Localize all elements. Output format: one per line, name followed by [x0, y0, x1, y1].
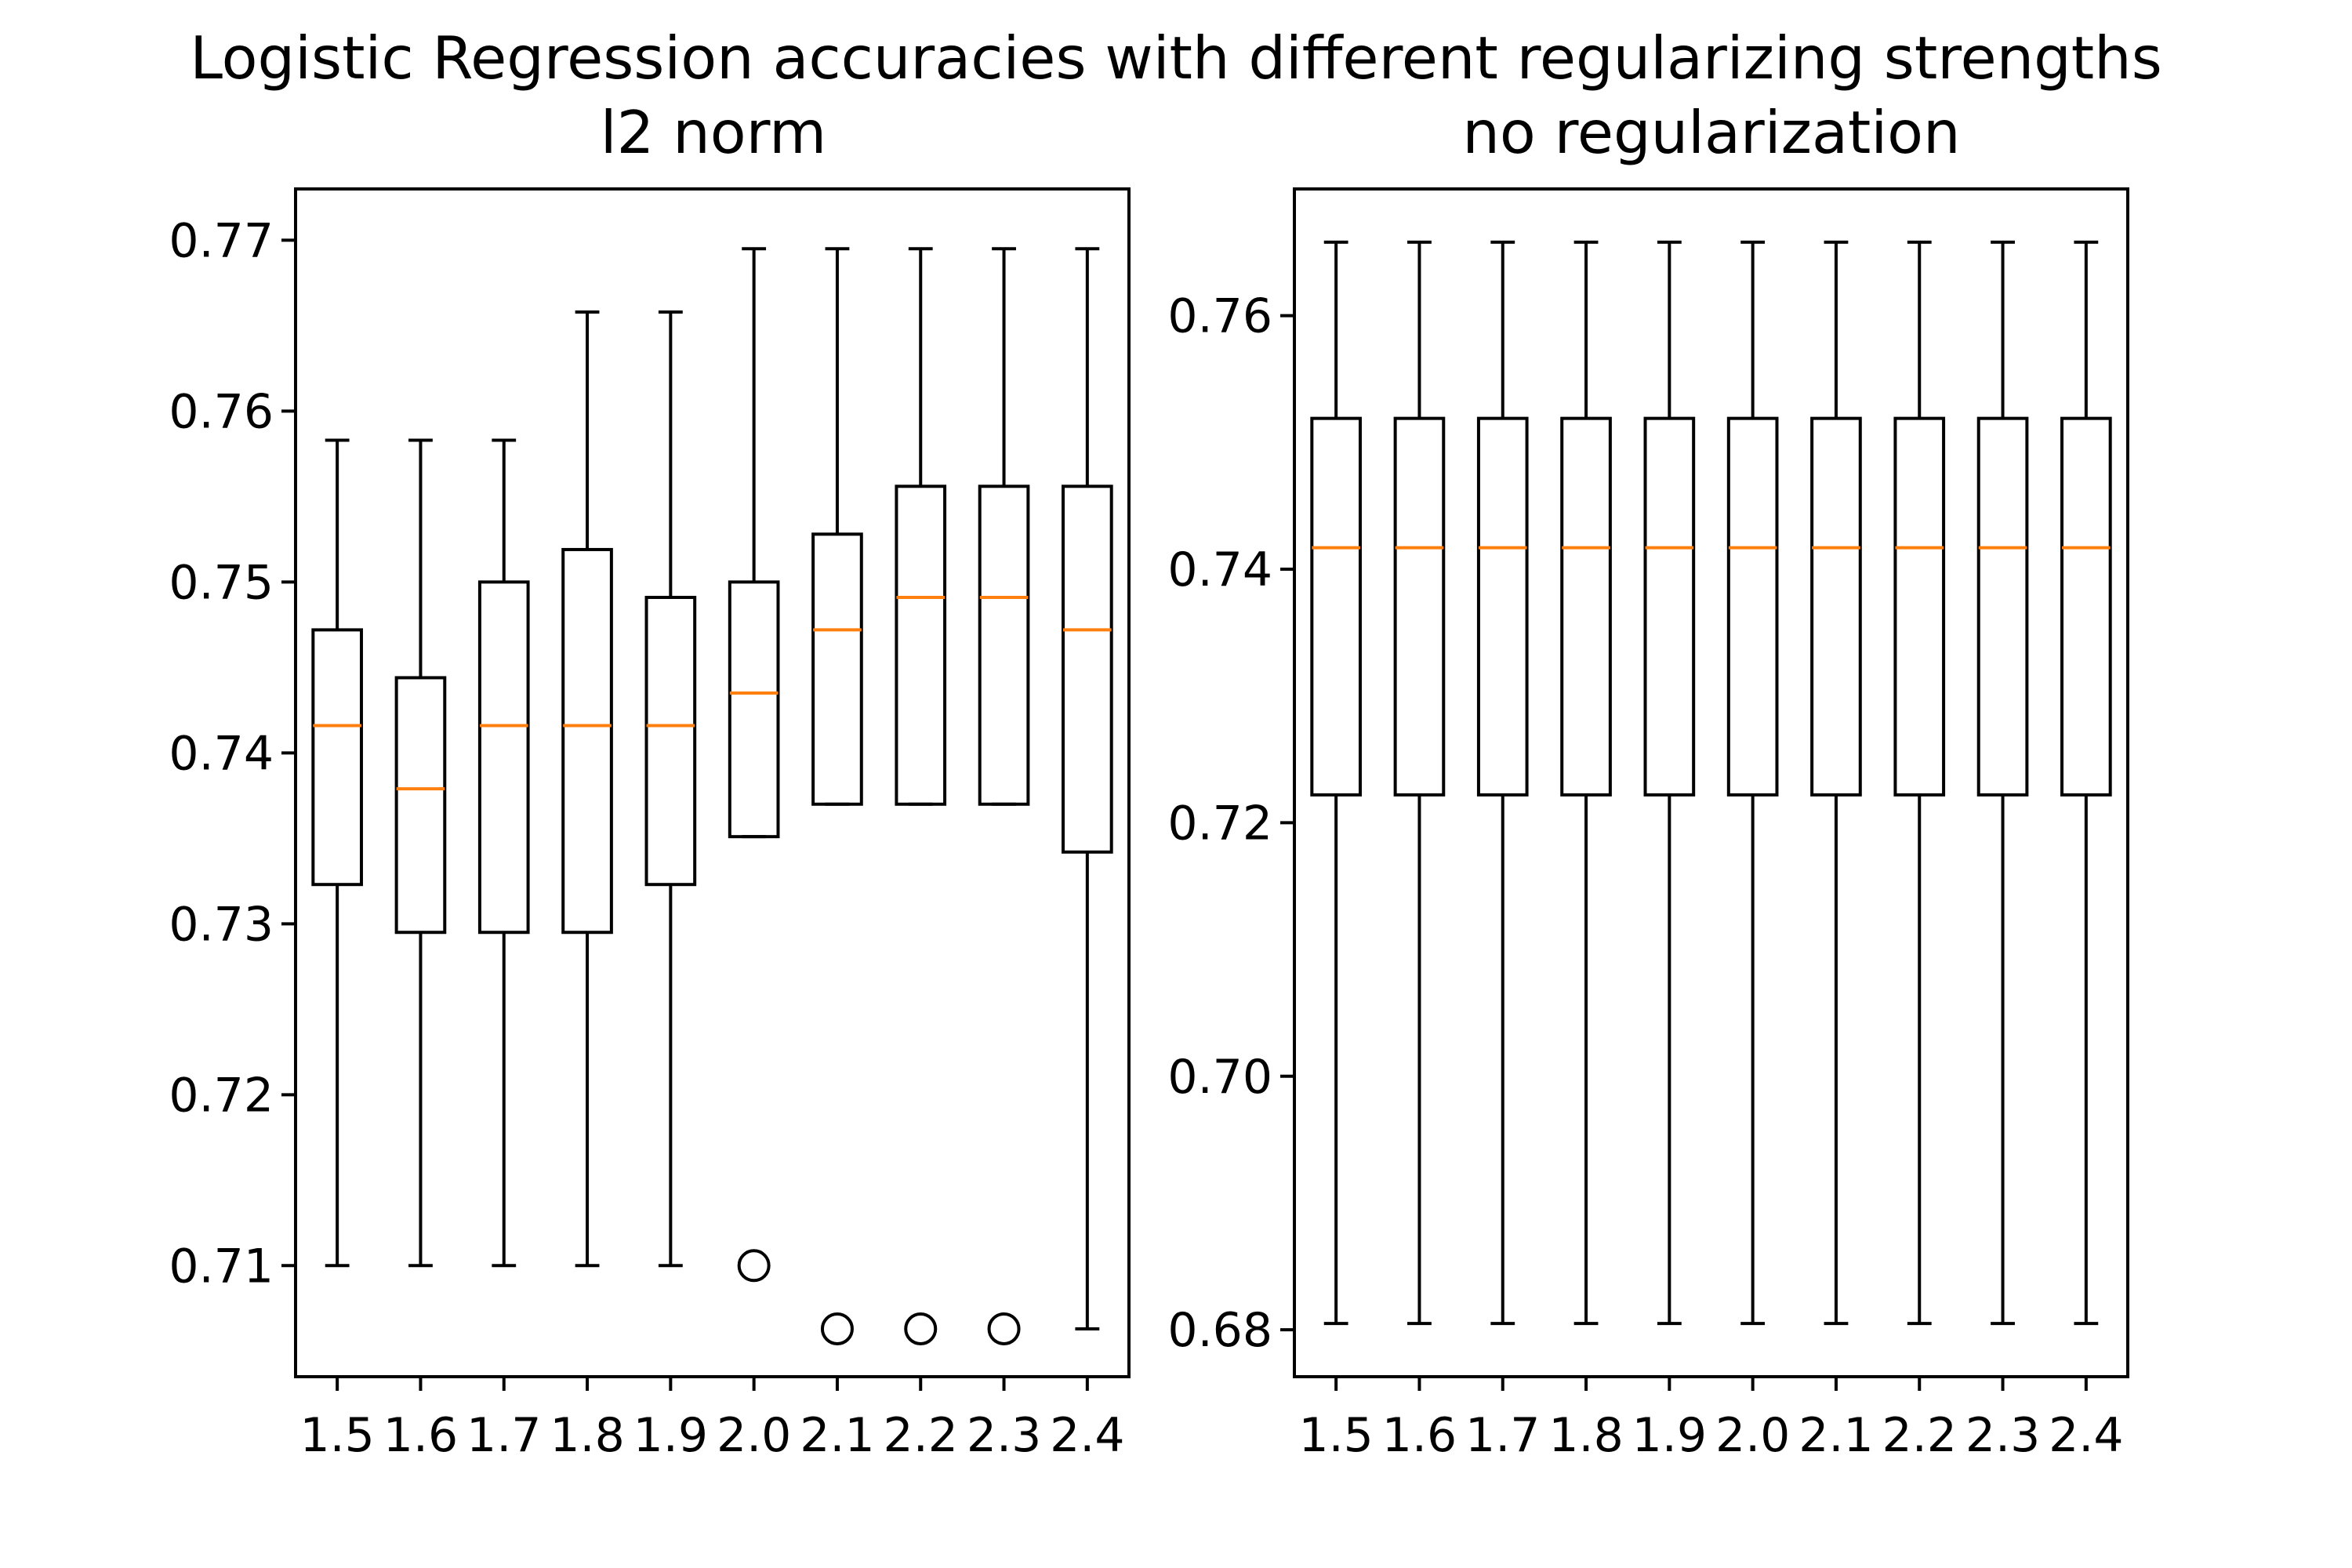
x-tick-label: 1.5 — [1298, 1408, 1373, 1463]
outlier-point — [987, 1312, 1021, 1345]
iqr-box — [394, 676, 447, 935]
x-tick-label: 2.4 — [1050, 1408, 1124, 1463]
iqr-box — [1310, 416, 1362, 797]
box-1.9 — [1643, 240, 1696, 1326]
iqr-box — [644, 595, 697, 887]
x-tick-label: 1.5 — [299, 1408, 374, 1463]
y-tick-label: 0.74 — [1167, 543, 1272, 597]
plot-frame — [294, 187, 1131, 1378]
iqr-box — [1393, 416, 1446, 797]
x-tick-label: 2.2 — [1882, 1408, 1957, 1463]
box-2.4 — [1062, 247, 1113, 1330]
iqr-box — [1893, 416, 1946, 797]
y-tick-label: 0.72 — [169, 1068, 274, 1123]
iqr-box — [895, 485, 947, 806]
axes-no-regularization: no regularization 0.68 0.70 0.72 0.74 0.76 1.… — [1167, 98, 2129, 1463]
x-tick-label: 2.0 — [717, 1408, 791, 1463]
x-tick-label: 2.2 — [884, 1408, 958, 1463]
x-tick-label: 1.7 — [466, 1408, 541, 1463]
box-2.2 — [1893, 240, 1946, 1326]
box-2.3 — [1976, 240, 2029, 1326]
iqr-box — [811, 532, 863, 806]
y-tick-label: 0.71 — [169, 1239, 274, 1294]
y-tick-label: 0.76 — [1167, 289, 1272, 344]
y-tick-label: 0.76 — [169, 384, 274, 439]
y-tick-label: 0.75 — [169, 555, 274, 610]
iqr-box — [1476, 416, 1529, 797]
plot-frame — [1293, 187, 2129, 1378]
box-1.7 — [477, 438, 530, 1268]
box-1.6 — [394, 438, 447, 1268]
iqr-box — [477, 580, 530, 935]
x-tick-label: 1.9 — [633, 1408, 708, 1463]
x-tick-label: 2.1 — [1798, 1408, 1873, 1463]
iqr-box — [311, 628, 363, 887]
box-2.4 — [2060, 240, 2112, 1326]
box-1.8 — [561, 310, 613, 1268]
y-tick-label: 0.73 — [169, 897, 274, 952]
iqr-box — [2060, 416, 2112, 797]
box-2.3 — [978, 247, 1030, 1345]
box-2.2 — [895, 247, 947, 1345]
x-tick-label: 2.3 — [1965, 1408, 2040, 1463]
y-tick-label: 0.70 — [1167, 1050, 1272, 1105]
x-tick-label: 1.6 — [1382, 1408, 1457, 1463]
y-tick-label: 0.72 — [1167, 796, 1272, 851]
y-tick-label: 0.68 — [1167, 1303, 1272, 1358]
outlier-point — [737, 1249, 771, 1283]
x-tick-label: 2.3 — [967, 1408, 1041, 1463]
box-1.6 — [1393, 240, 1446, 1326]
iqr-box — [561, 547, 613, 935]
iqr-box — [1560, 416, 1612, 797]
iqr-box — [1062, 485, 1113, 854]
y-tick-label: 0.77 — [169, 213, 274, 268]
box-1.5 — [311, 438, 363, 1268]
iqr-box — [1726, 416, 1779, 797]
box-1.9 — [644, 310, 697, 1268]
outlier-point — [904, 1312, 938, 1345]
box-2.1 — [1810, 240, 1862, 1326]
x-tick-label: 1.6 — [383, 1408, 458, 1463]
axes-title-l2-norm: l2 norm — [601, 98, 826, 167]
iqr-box — [978, 485, 1030, 806]
x-tick-label: 2.1 — [800, 1408, 874, 1463]
x-tick-label: 1.8 — [550, 1408, 624, 1463]
outlier-point — [820, 1312, 854, 1345]
x-tick-label: 1.7 — [1465, 1408, 1540, 1463]
iqr-box — [1976, 416, 2029, 797]
figure-title: Logistic Regression accuracies with diff… — [190, 24, 2162, 93]
box-1.8 — [1560, 240, 1612, 1326]
axes-l2-norm: l2 norm 0.710.720.730.740.750.760.771.5 1… — [169, 98, 1131, 1463]
axes-title-no-regularization: no regularization — [1462, 98, 1960, 167]
x-tick-label: 2.4 — [2049, 1408, 2123, 1463]
iqr-box — [728, 580, 780, 839]
iqr-box — [1810, 416, 1862, 797]
x-tick-label: 1.8 — [1548, 1408, 1623, 1463]
box-1.7 — [1476, 240, 1529, 1326]
box-2.1 — [811, 247, 863, 1345]
x-tick-label: 2.0 — [1715, 1408, 1790, 1463]
y-tick-label: 0.74 — [169, 726, 274, 781]
iqr-box — [1643, 416, 1696, 797]
box-2.0 — [1726, 240, 1779, 1326]
box-1.5 — [1310, 240, 1362, 1326]
box-2.0 — [728, 247, 780, 1283]
x-tick-label: 1.9 — [1632, 1408, 1707, 1463]
